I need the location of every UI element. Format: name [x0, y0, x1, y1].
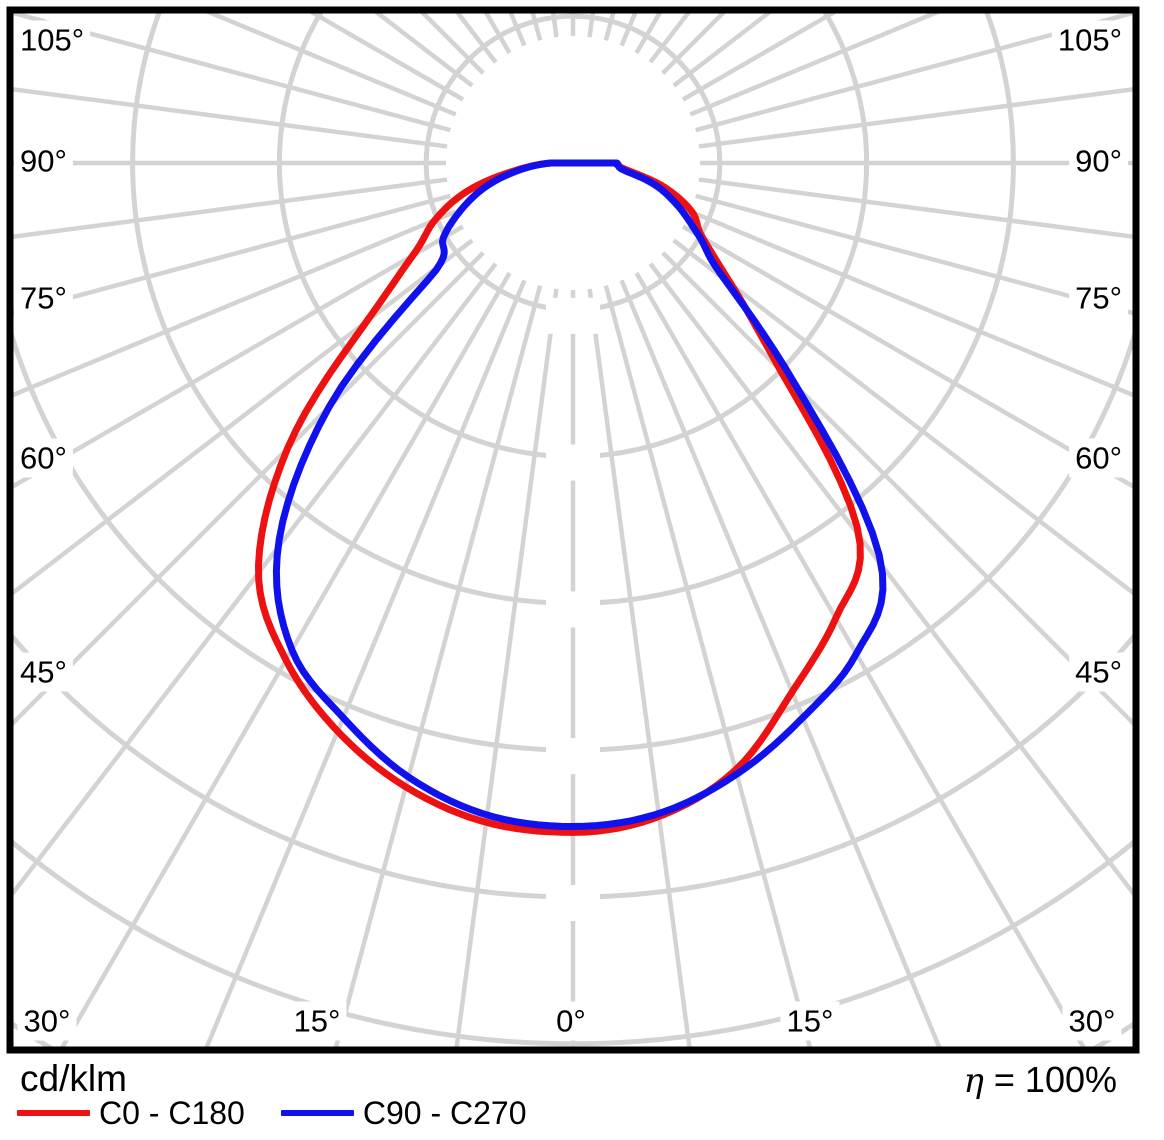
angle-label-right-45°: 45°	[1069, 652, 1128, 692]
svg-text:45°: 45°	[20, 655, 67, 690]
angle-label-left-60°: 60°	[14, 438, 73, 478]
grid-radial-line	[13, 238, 474, 596]
grid-radial-line	[204, 279, 527, 1047]
svg-text:30°: 30°	[1069, 1004, 1116, 1039]
angle-label-right-75°: 75°	[1069, 278, 1128, 318]
grid-radial-line	[689, 209, 1133, 398]
grid-radial-line	[13, 224, 465, 489]
grid-radial-line	[333, 285, 543, 1047]
grid-radial-line	[695, 193, 1133, 316]
grid-radial-line	[672, 238, 1133, 596]
grid-radial-line	[698, 177, 1133, 239]
ring-label-blank	[546, 885, 600, 921]
angle-label-bottom-15°: 15°	[287, 1001, 347, 1041]
ring-label-blank	[546, 591, 600, 628]
svg-text:105°: 105°	[1058, 23, 1122, 58]
angle-label-right-60°: 60°	[1069, 438, 1128, 478]
ring-label-blank	[546, 738, 600, 775]
svg-text:105°: 105°	[20, 23, 84, 58]
angle-label-bottom-15°: 15°	[780, 1001, 840, 1041]
svg-text:90°: 90°	[1075, 144, 1122, 179]
legend-label-c90-c270: C90 - C270	[362, 1095, 527, 1131]
grid-radial-line	[13, 209, 457, 398]
grid-radial-line	[587, 288, 692, 1047]
svg-text:45°: 45°	[1075, 655, 1122, 690]
eta-symbol: η	[963, 1061, 984, 1101]
angle-label-left-75°: 75°	[14, 278, 73, 318]
ring-label-blank	[546, 444, 600, 481]
angle-label-bottom-30°: 30°	[1062, 1001, 1122, 1041]
grid-radial-line	[206, 13, 457, 117]
svg-text:30°: 30°	[24, 1004, 71, 1039]
legend-label-c0-c180: C0 - C180	[99, 1095, 245, 1131]
legend: C0 - C180 C90 - C270	[17, 1095, 527, 1131]
grid-radial-line	[13, 262, 498, 896]
angle-label-right-105°: 105°	[1051, 20, 1128, 60]
grid-radial-line	[13, 87, 448, 149]
units-label: cd/klm	[20, 1058, 127, 1099]
grid-radial-line	[13, 13, 451, 133]
grid-radial-line	[13, 177, 448, 239]
svg-text:0°: 0°	[556, 1004, 586, 1039]
grid-radial-line	[454, 288, 559, 1047]
svg-text:90°: 90°	[20, 144, 67, 179]
svg-text:75°: 75°	[1075, 281, 1122, 316]
svg-text:75°: 75°	[20, 281, 67, 316]
grid-radial-line	[689, 13, 940, 117]
grid-radial-line	[681, 224, 1133, 489]
angle-label-left-90°: 90°	[14, 141, 73, 181]
legend-swatch-c90-c270	[280, 1110, 354, 1116]
grid-radial-line	[698, 87, 1133, 149]
legend-swatch-c0-c180	[17, 1110, 90, 1116]
svg-text:15°: 15°	[787, 1004, 834, 1039]
ring-label-blank	[546, 297, 600, 334]
eta-value: 100%	[1024, 1059, 1117, 1100]
grid-radial-line	[634, 271, 1086, 1047]
grid-radial-line	[648, 262, 1133, 896]
svg-text:15°: 15°	[294, 1004, 341, 1039]
curve-c90-c270	[272, 159, 887, 830]
angle-label-bottom-30°: 30°	[17, 1001, 77, 1041]
grid-radial-line	[619, 279, 942, 1047]
grid-radial-line	[603, 285, 813, 1047]
grid-radial-line	[695, 13, 1133, 133]
svg-text:60°: 60°	[1075, 441, 1122, 476]
svg-text:60°: 60°	[20, 441, 67, 476]
angle-label-left-45°: 45°	[14, 652, 73, 692]
grid-radial-line	[60, 271, 512, 1047]
angle-label-bottom-0°: 0°	[550, 1001, 592, 1041]
angle-label-right-90°: 90°	[1069, 141, 1128, 181]
curve-c0-c180	[255, 159, 864, 836]
eta-equals: =	[983, 1059, 1025, 1100]
efficiency-readout: η = 100%	[964, 1060, 1117, 1100]
angle-label-left-105°: 105°	[14, 20, 91, 60]
plot-border	[6, 6, 1140, 1054]
grid-radial-line	[13, 193, 451, 316]
